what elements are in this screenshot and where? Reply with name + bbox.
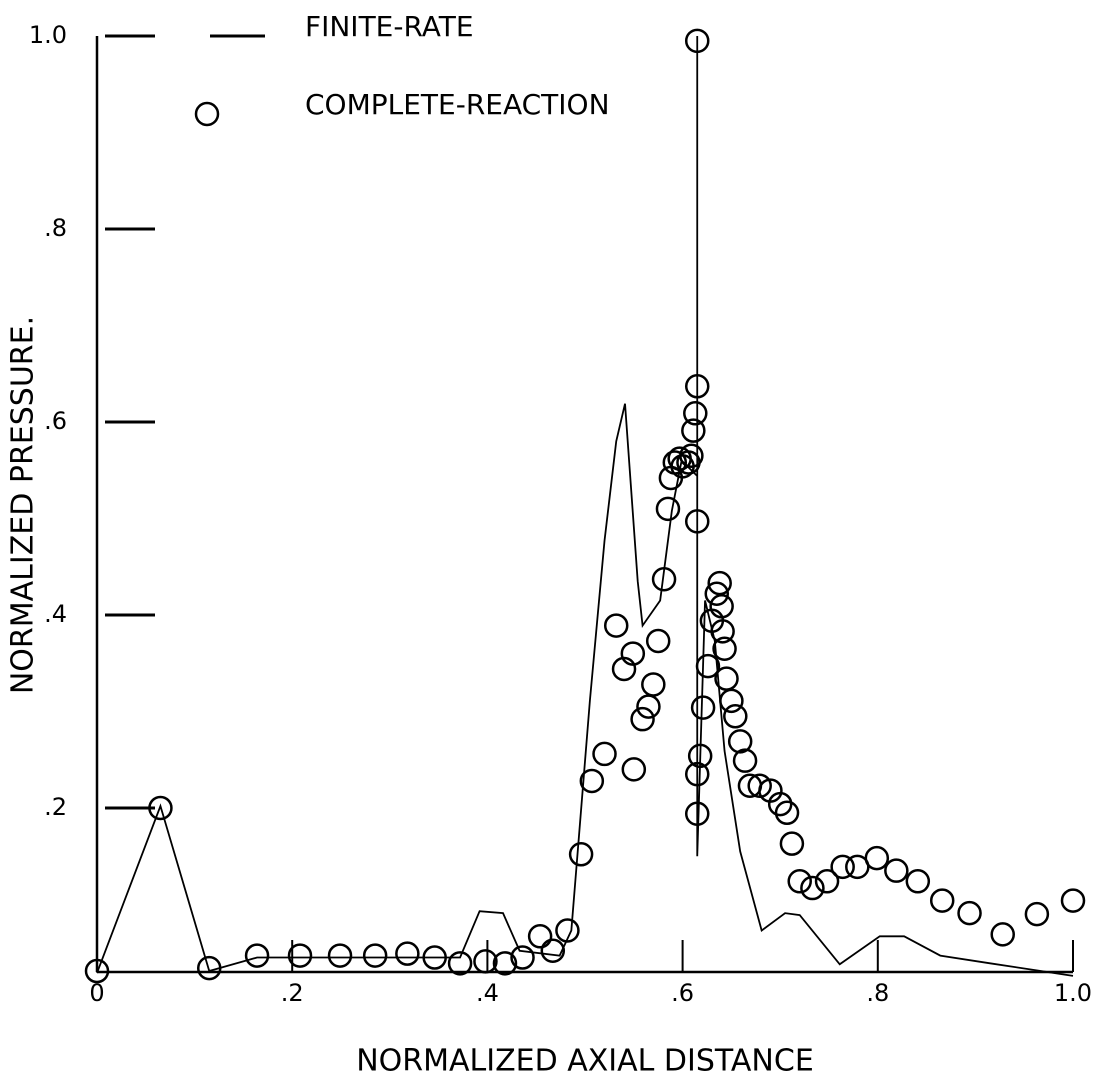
data-point xyxy=(990,922,1015,947)
data-point xyxy=(641,672,666,697)
data-point xyxy=(684,509,710,534)
x-axis-label: NORMALIZED AXIAL DISTANCE xyxy=(356,1044,814,1079)
data-point xyxy=(196,955,222,981)
data-point xyxy=(830,854,855,880)
data-point xyxy=(695,653,721,679)
data-point xyxy=(767,791,793,817)
data-point xyxy=(929,888,955,913)
data-point xyxy=(774,800,800,826)
data-point xyxy=(244,943,270,968)
x-tick-label: .6 xyxy=(671,979,694,1007)
data-point xyxy=(957,900,982,926)
data-point xyxy=(719,688,744,714)
data-point xyxy=(555,918,580,943)
data-point xyxy=(732,748,758,773)
data-point xyxy=(1024,901,1050,927)
data-point xyxy=(681,418,706,443)
data-point xyxy=(327,943,353,968)
data-point xyxy=(864,845,890,871)
data-point xyxy=(510,945,535,970)
data-point xyxy=(684,28,710,54)
data-point xyxy=(712,636,737,661)
data-point xyxy=(603,613,629,638)
data-point xyxy=(679,443,704,469)
data-point xyxy=(690,695,716,720)
data-point xyxy=(800,875,825,901)
data-point xyxy=(779,831,805,856)
data-point xyxy=(884,858,909,883)
x-tick-label: .8 xyxy=(866,979,889,1007)
data-point xyxy=(362,943,388,968)
data-point xyxy=(473,949,498,974)
y-tick-label: .2 xyxy=(44,793,67,821)
data-point xyxy=(684,801,710,826)
data-point xyxy=(645,628,671,654)
data-point xyxy=(422,945,447,970)
data-point xyxy=(723,704,748,729)
data-point xyxy=(395,941,420,966)
data-point xyxy=(684,374,710,399)
data-point xyxy=(814,869,840,894)
data-point xyxy=(684,761,710,787)
legend-text: FINITE-RATE xyxy=(305,10,474,43)
x-tick-label: 1.0 xyxy=(1054,979,1092,1007)
data-point xyxy=(651,567,677,592)
data-point xyxy=(707,570,732,596)
y-tick-label: .6 xyxy=(44,407,67,435)
data-point xyxy=(687,743,713,769)
data-point xyxy=(620,641,646,666)
data-point xyxy=(655,496,681,522)
data-point xyxy=(747,773,772,799)
y-tick-label: .4 xyxy=(44,600,67,628)
data-point xyxy=(636,694,661,719)
data-point xyxy=(447,951,473,976)
data-point xyxy=(709,594,734,619)
data-point xyxy=(1060,888,1086,913)
data-point xyxy=(492,951,518,976)
data-point xyxy=(704,581,730,606)
data-point xyxy=(287,943,313,968)
data-point xyxy=(84,958,110,984)
data-point xyxy=(540,938,566,964)
legend-text: COMPLETE-REACTION xyxy=(305,88,610,121)
data-point xyxy=(527,924,553,949)
data-point xyxy=(568,842,594,867)
data-point xyxy=(592,741,617,767)
data-point xyxy=(621,757,647,782)
data-point xyxy=(579,768,605,794)
data-point xyxy=(630,706,655,732)
data-point xyxy=(727,729,753,754)
data-point xyxy=(710,619,735,644)
finite-rate-line xyxy=(96,36,1074,977)
data-point xyxy=(905,869,931,894)
y-axis-label: NORMALIZED PRESSURE. xyxy=(6,316,41,694)
x-tick-label: .4 xyxy=(476,979,499,1007)
data-point xyxy=(148,795,173,821)
x-tick-label: .2 xyxy=(281,979,304,1007)
y-tick-label: .8 xyxy=(44,214,67,242)
x-tick-label: 0 xyxy=(89,979,104,1007)
y-tick-label: 1.0 xyxy=(29,21,67,49)
data-point xyxy=(683,401,708,426)
legend-marker xyxy=(194,101,220,127)
data-point xyxy=(787,869,812,894)
